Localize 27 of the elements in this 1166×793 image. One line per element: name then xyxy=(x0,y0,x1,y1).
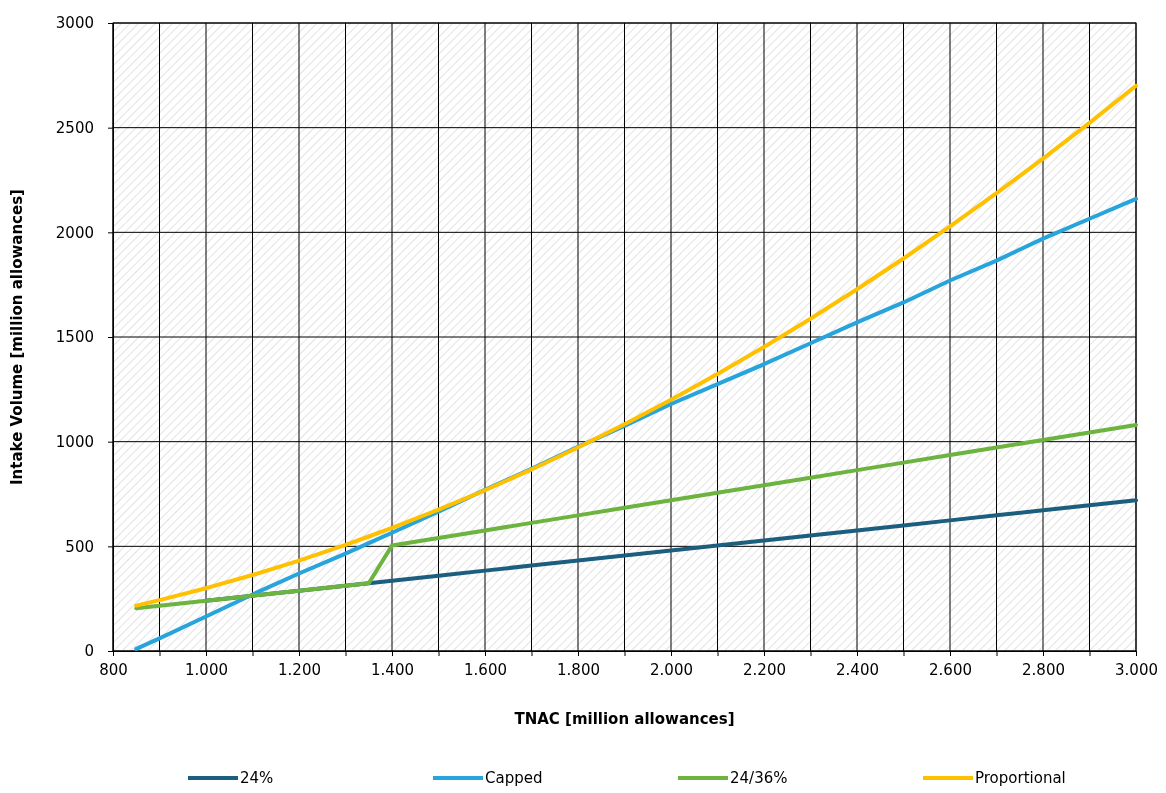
x-tick-label: 2.200 xyxy=(743,660,786,679)
x-tick-label: 1.600 xyxy=(464,660,507,679)
x-tick-label: 2.800 xyxy=(1022,660,1065,679)
x-tick-label: 2.000 xyxy=(650,660,693,679)
legend-label: 24% xyxy=(240,769,274,787)
x-tick-label: 1.800 xyxy=(557,660,600,679)
x-tick-label: 1.200 xyxy=(278,660,321,679)
x-tick-label: 3.000 xyxy=(1115,660,1158,679)
y-axis-title: Intake Volume [million allowances] xyxy=(8,189,26,485)
legend-label: Proportional xyxy=(975,769,1066,787)
x-tick-label: 1.000 xyxy=(185,660,228,679)
y-tick-label: 2000 xyxy=(55,223,94,242)
line-series xyxy=(134,422,1138,611)
x-tick-label: 2.400 xyxy=(836,660,879,679)
y-tick-label: 1500 xyxy=(55,328,94,347)
x-tick-label: 800 xyxy=(99,660,128,679)
legend-label: Capped xyxy=(485,769,543,787)
y-tick-label: 0 xyxy=(84,642,94,661)
x-tick-label: 2.600 xyxy=(929,660,972,679)
x-tick-label: 1.400 xyxy=(371,660,414,679)
line-series xyxy=(134,83,1138,608)
x-axis-title: TNAC [million allowances] xyxy=(514,710,735,728)
y-tick-label: 1000 xyxy=(55,432,94,451)
y-tick-label: 3000 xyxy=(55,14,94,33)
y-tick-label: 2500 xyxy=(55,118,94,137)
legend-label: 24/36% xyxy=(730,769,788,787)
y-tick-label: 500 xyxy=(65,537,94,556)
